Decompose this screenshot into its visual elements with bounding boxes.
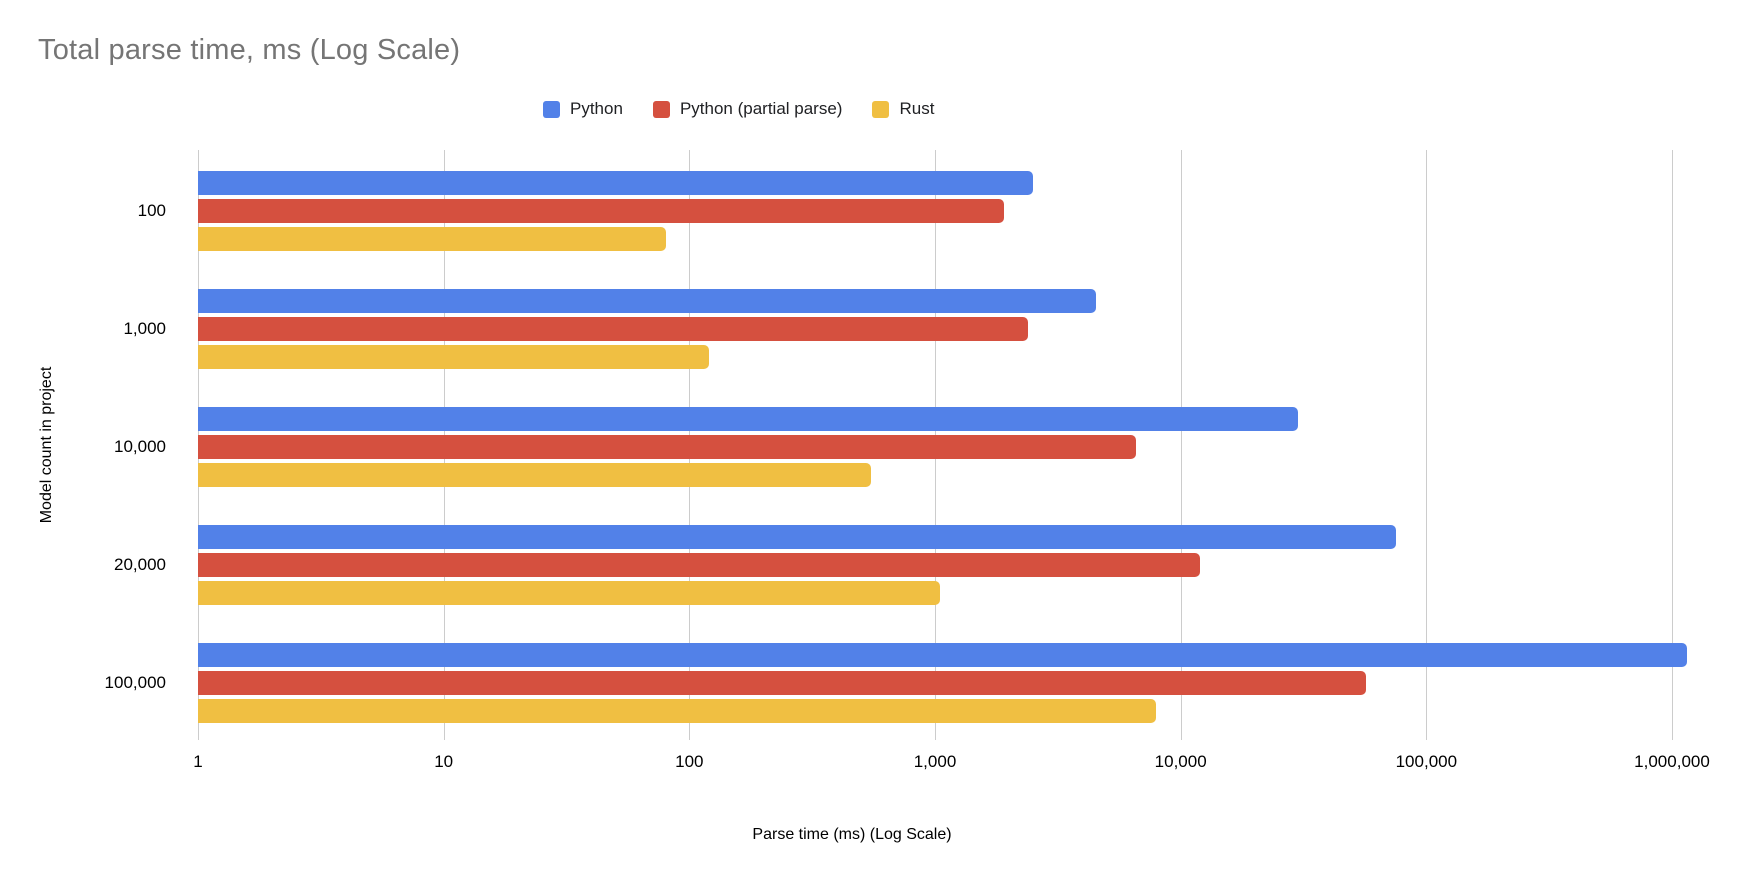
bar-python-partial-parse-20-000 [198, 553, 1201, 577]
gridline [1426, 150, 1428, 740]
x-tick-label: 10 [434, 752, 454, 771]
gridline [1672, 150, 1673, 740]
x-tick-label: 10,000 [1154, 752, 1207, 771]
x-tick-label: 100 [675, 752, 704, 771]
bar-python-10-000 [198, 407, 1298, 431]
bar-python-100-000 [198, 643, 1687, 667]
y-tick-label: 100,000 [104, 673, 166, 692]
y-tick-label: 1,000 [123, 319, 166, 338]
bar-rust-100-000 [198, 699, 1156, 723]
legend-swatch-icon-python-partial-parse [652, 100, 670, 118]
legend-label: Python (partial parse) [679, 99, 843, 118]
y-tick-label: 10,000 [114, 437, 166, 456]
x-tick-label: 1 [193, 752, 203, 771]
bar-python-partial-parse-100 [198, 199, 1004, 223]
y-axis-tick-labels: 100 1,000 10,000 20,000 100,000 [0, 150, 166, 740]
bar-group-20-000 [198, 504, 1700, 622]
x-tick-label: 1,000 [913, 752, 957, 771]
bar-python-partial-parse-100-000 [198, 671, 1367, 695]
bar-group-1-000 [198, 268, 1700, 386]
bar-rust-10-000 [198, 463, 872, 487]
bar-group-100-000 [198, 622, 1700, 740]
legend-label: Python [570, 99, 623, 118]
y-tick-label: 100 [137, 201, 166, 220]
legend: Python Python (partial parse) Rust [543, 99, 934, 119]
x-tick-label: 1,000,000 [1634, 752, 1710, 771]
legend-swatch-icon-python [543, 100, 560, 118]
gridline [1180, 150, 1182, 740]
bar-rust-100 [198, 227, 666, 251]
bar-rust-1-000 [198, 345, 709, 369]
legend-item-python: Python [543, 99, 623, 119]
x-axis-tick-labels: 1 10 100 1,000 10,000 100,000 1,000,000 [193, 752, 1710, 776]
bar-rust-20-000 [198, 581, 941, 605]
bar-python-20-000 [198, 525, 1396, 549]
x-tick-label: 100,000 [1395, 752, 1458, 771]
plot-area [198, 150, 1700, 740]
bar-python-partial-parse-10-000 [198, 435, 1137, 459]
legend-item-python-partial-parse: Python (partial parse) [652, 99, 843, 119]
bar-python-1-000 [198, 289, 1096, 313]
legend-label: Rust [899, 99, 935, 118]
chart-title: Total parse time, ms (Log Scale) [38, 34, 461, 66]
legend-item-rust: Rust [872, 99, 934, 119]
bar-python-100 [198, 171, 1033, 195]
bar-group-10-000 [198, 386, 1700, 504]
bar-python-partial-parse-1-000 [198, 317, 1029, 341]
legend-swatch-icon-rust [872, 100, 890, 118]
bar-group-100 [198, 150, 1700, 268]
x-axis-title: Parse time (ms) (Log Scale) [752, 826, 952, 843]
y-tick-label: 20,000 [114, 555, 166, 574]
